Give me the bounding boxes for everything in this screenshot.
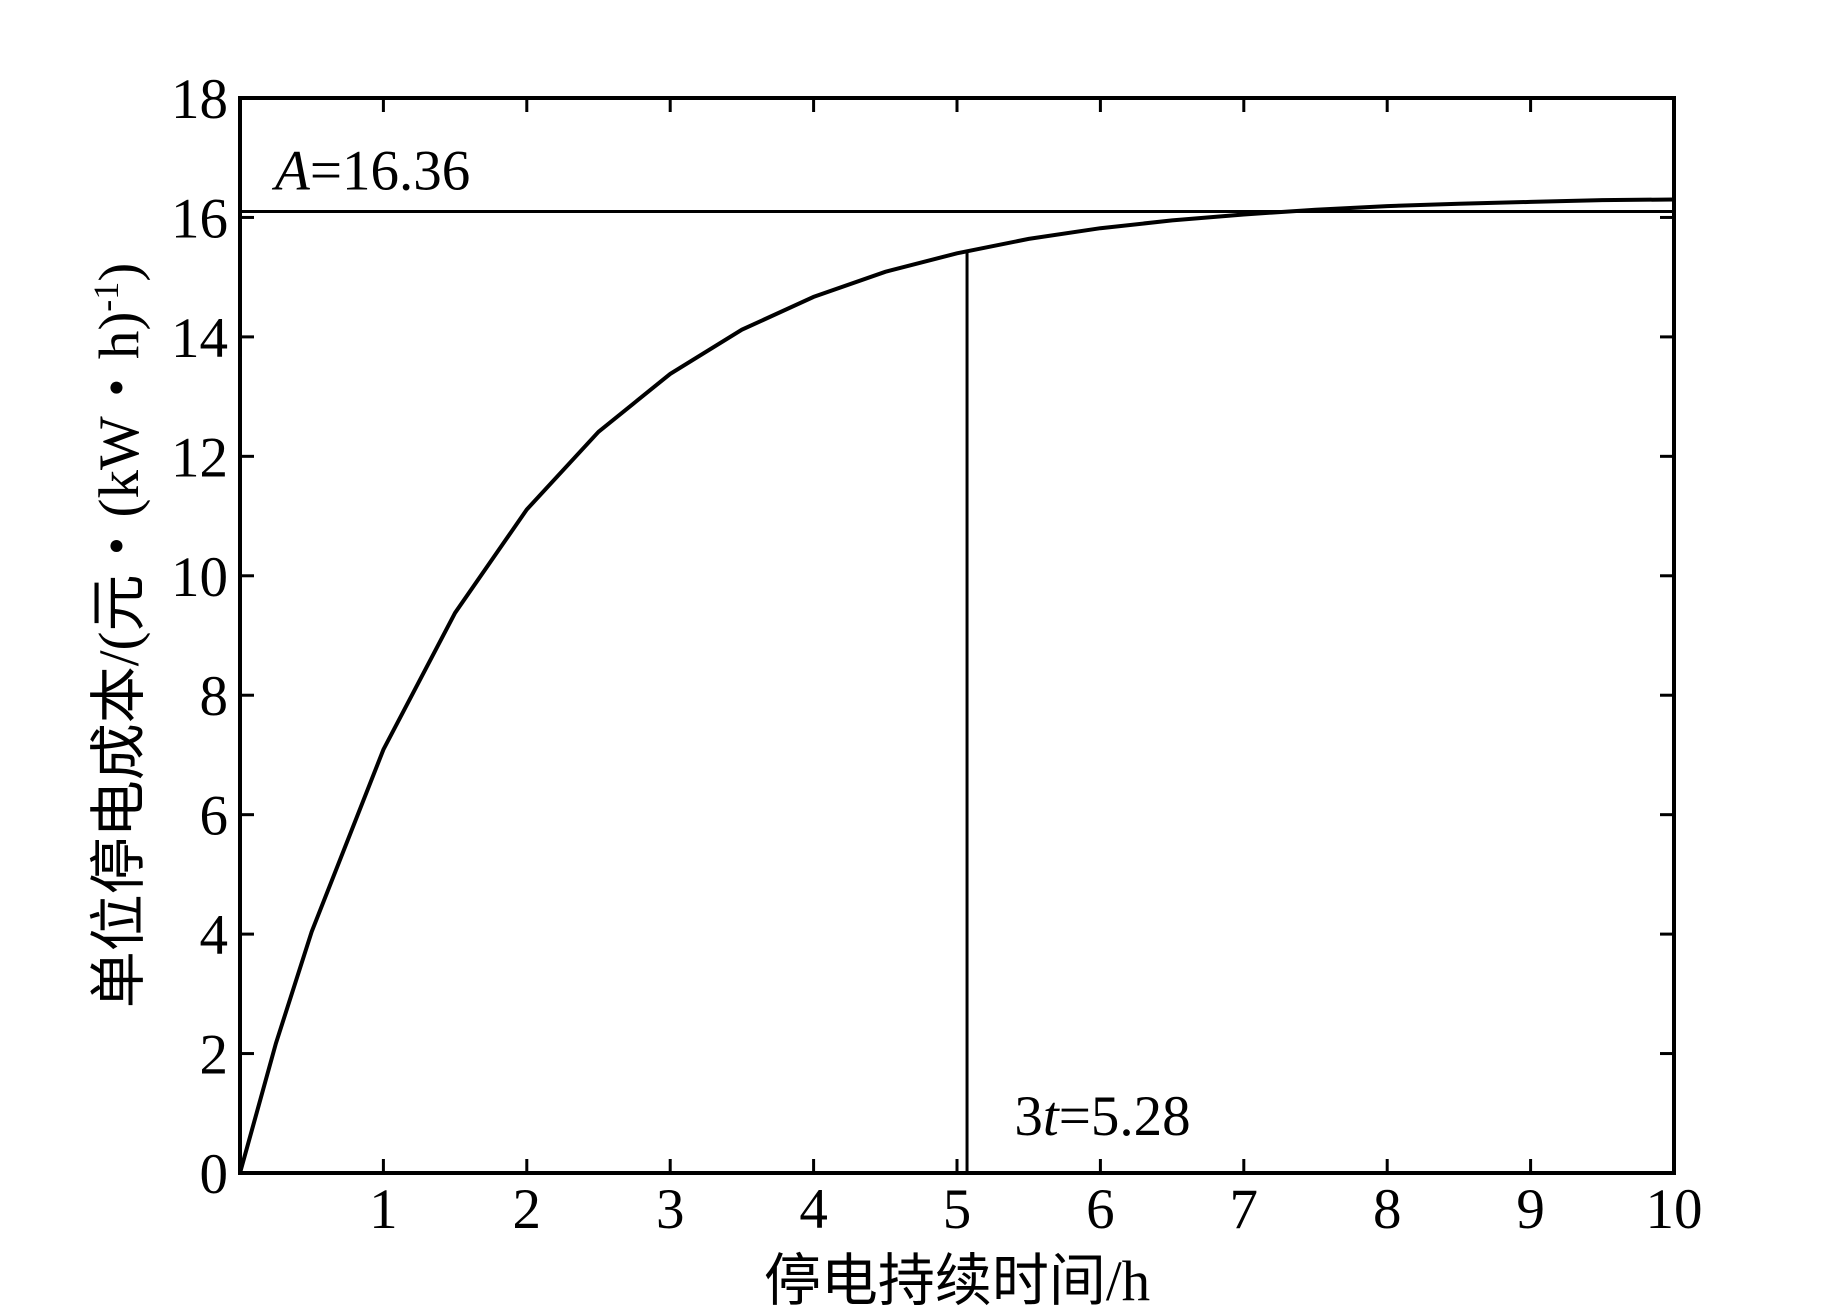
y-tick-label: 12 (171, 426, 228, 489)
y-tick-label: 6 (200, 785, 229, 848)
y-tick-label: 2 (200, 1024, 229, 1087)
text-part: -1 (86, 282, 126, 312)
x-axis-label: 停电持续时间/h (764, 1250, 1150, 1313)
x-tick-label: 9 (1516, 1178, 1545, 1241)
plot-frame (238, 96, 1676, 1175)
x-tick-label: 4 (799, 1178, 828, 1241)
x-tick-label: 1 (369, 1178, 398, 1241)
text-part: ) (88, 263, 151, 282)
x-tick-label: 5 (943, 1178, 972, 1241)
y-axis-label: 单位停电成本/(元・(kW・h)-1) (86, 263, 151, 1009)
text-part: 单位停电成本/(元・(kW・h) (88, 312, 151, 1009)
text-part: =16.36 (310, 139, 470, 202)
y-tick-label: 4 (200, 904, 229, 967)
text-part: t (1043, 1085, 1060, 1148)
text-part: A (271, 139, 311, 202)
annotation: A=16.36 (271, 139, 470, 202)
text-part: 3 (1014, 1085, 1043, 1148)
x-tick-label: 3 (656, 1178, 685, 1241)
y-tick-label: 0 (200, 1143, 229, 1206)
y-tick-label: 8 (200, 665, 229, 728)
annotation: 3t=5.28 (1014, 1085, 1190, 1148)
x-tick-label: 8 (1373, 1178, 1402, 1241)
y-tick-label: 16 (171, 187, 228, 250)
y-tick-label: 18 (171, 68, 228, 131)
x-tick-label: 2 (513, 1178, 542, 1241)
y-tick-label: 10 (171, 546, 228, 609)
line-series (238, 197, 1675, 1174)
y-tick-label: 14 (171, 307, 228, 370)
x-tick-label: 6 (1086, 1178, 1115, 1241)
text-part: =5.28 (1059, 1085, 1191, 1148)
x-tick-label: 10 (1646, 1178, 1703, 1241)
x-tick-label: 7 (1230, 1178, 1259, 1241)
